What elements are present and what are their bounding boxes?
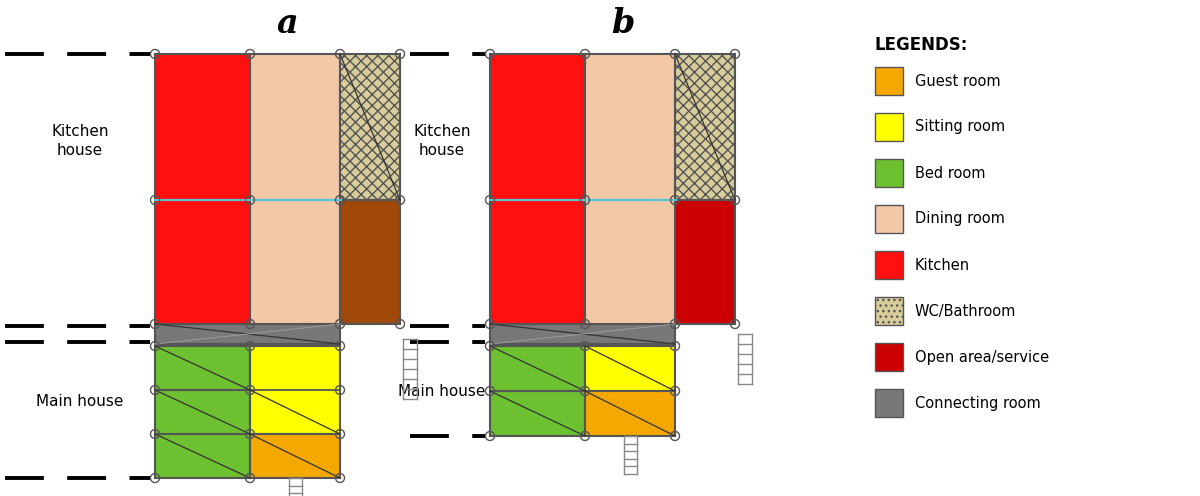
Text: Dining room: Dining room: [914, 211, 1004, 227]
Bar: [875, 389, 902, 417]
Text: a: a: [277, 7, 299, 41]
Text: b: b: [611, 7, 634, 41]
Bar: [155, 346, 250, 390]
Bar: [586, 346, 674, 391]
Bar: [586, 391, 674, 436]
Bar: [674, 54, 734, 200]
Bar: [155, 324, 340, 344]
Text: Kitchen
house: Kitchen house: [52, 124, 109, 158]
Text: Main house: Main house: [398, 383, 486, 398]
Text: WC/Bathroom: WC/Bathroom: [914, 304, 1016, 318]
Text: Sitting room: Sitting room: [914, 120, 1006, 134]
Bar: [875, 113, 902, 141]
Bar: [155, 390, 250, 434]
Bar: [250, 434, 340, 478]
Text: Kitchen: Kitchen: [914, 257, 970, 272]
Text: LEGENDS:: LEGENDS:: [875, 36, 968, 54]
Bar: [674, 200, 734, 324]
Text: Open area/service: Open area/service: [914, 350, 1049, 365]
Bar: [875, 205, 902, 233]
Bar: [250, 54, 340, 324]
Bar: [490, 54, 586, 324]
Bar: [875, 251, 902, 279]
Bar: [340, 54, 400, 200]
Text: Guest room: Guest room: [914, 73, 1001, 88]
Bar: [875, 67, 902, 95]
Text: Kitchen
house: Kitchen house: [413, 124, 470, 158]
Text: Connecting room: Connecting room: [914, 395, 1040, 411]
Bar: [490, 346, 586, 391]
Text: Main house: Main house: [36, 393, 124, 409]
Bar: [875, 297, 902, 325]
Bar: [875, 343, 902, 371]
Text: Bed room: Bed room: [914, 166, 985, 181]
Bar: [490, 391, 586, 436]
Bar: [250, 346, 340, 434]
Bar: [490, 324, 674, 344]
Bar: [875, 159, 902, 187]
Bar: [340, 200, 400, 324]
Bar: [586, 54, 674, 324]
Bar: [155, 434, 250, 478]
Bar: [155, 54, 250, 324]
